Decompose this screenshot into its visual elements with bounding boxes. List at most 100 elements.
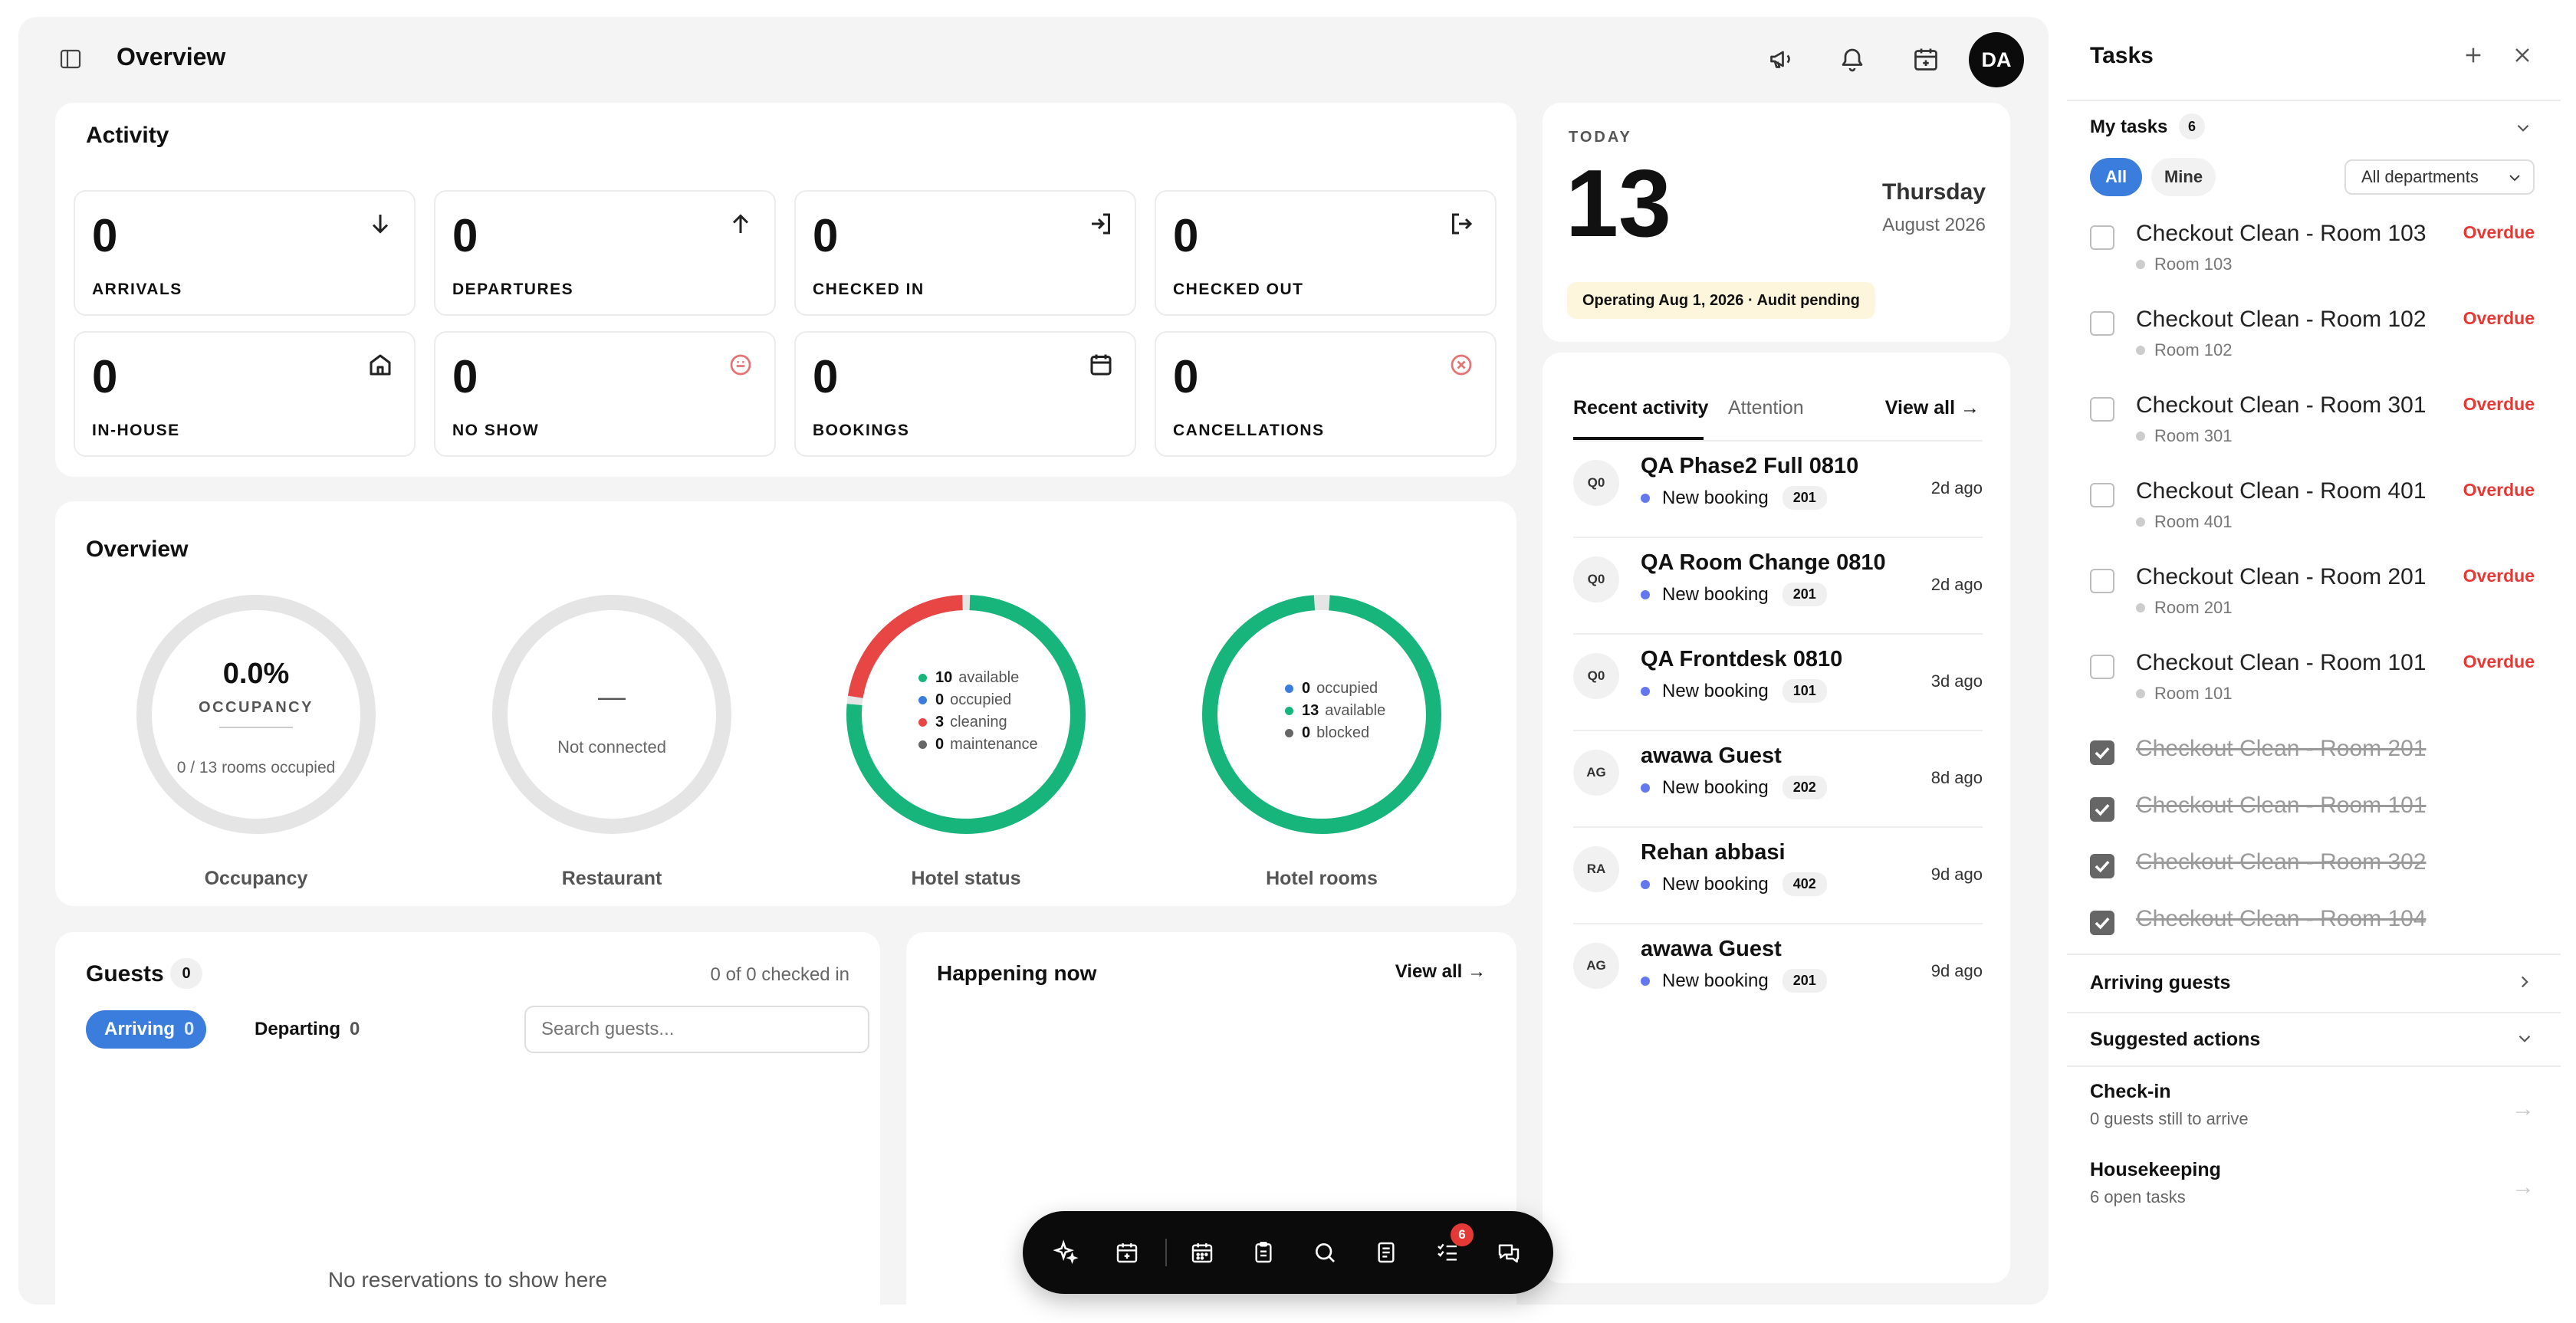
sparkles-icon	[1053, 1239, 1079, 1265]
task-item[interactable]: Checkout Clean - Room 401 Room 401 Overd…	[2090, 474, 2535, 560]
arrow-up-icon	[732, 214, 749, 233]
filter-mine-button[interactable]: Mine	[2151, 158, 2216, 196]
guest-search-input[interactable]	[524, 1006, 869, 1053]
activity-item[interactable]: RA Rehan abbasi New booking 402 9d ago	[1573, 828, 1983, 924]
task-status-overdue: Overdue	[2463, 394, 2535, 414]
activity-avatar: Q0	[1573, 460, 1619, 506]
suggestion-title: Housekeeping	[2090, 1159, 2221, 1180]
stat-checked-out[interactable]: 0 CHECKED OUT	[1155, 190, 1497, 316]
legend-item: 13 available	[1285, 700, 1385, 722]
activity-card: Activity 0 ARRIVALS 0 DEPARTURES 0 CHECK…	[55, 103, 1516, 477]
chevron-right-icon[interactable]	[2515, 972, 2535, 992]
close-icon[interactable]	[2510, 43, 2535, 67]
dock-chat-button[interactable]	[1490, 1234, 1527, 1271]
tab-recent-activity[interactable]: Recent activity	[1573, 397, 1709, 419]
legend-item: 0 occupied	[1285, 678, 1385, 700]
arrow-right-icon: →	[2512, 1096, 2535, 1121]
task-item[interactable]: Checkout Clean - Room 301 Room 301 Overd…	[2090, 388, 2535, 474]
stat-checked-in[interactable]: 0 CHECKED IN	[794, 190, 1136, 316]
task-item[interactable]: Checkout Clean - Room 101 Room 101 Overd…	[2090, 645, 2535, 731]
task-checkbox[interactable]	[2090, 483, 2114, 507]
arrow-down-icon	[372, 215, 389, 234]
activity-item[interactable]: AG awawa Guest New booking 202 8d ago	[1573, 731, 1983, 828]
task-item[interactable]: Checkout Clean - Room 103 Room 103 Overd…	[2090, 216, 2535, 302]
chevron-down-icon[interactable]	[2515, 1029, 2535, 1049]
filter-all-button[interactable]: All	[2090, 158, 2142, 196]
tab-attention[interactable]: Attention	[1728, 397, 1804, 419]
dock-reports-button[interactable]	[1368, 1234, 1405, 1271]
tab-departing-count: 0	[350, 1019, 360, 1039]
task-checkbox[interactable]	[2090, 569, 2114, 593]
tabs-divider	[1573, 440, 1983, 442]
task-item-completed[interactable]: Checkout Clean - Room 101	[2090, 788, 2535, 845]
activity-room-badge: 202	[1782, 776, 1827, 799]
activity-item[interactable]: Q0 QA Frontdesk 0810 New booking 101 3d a…	[1573, 635, 1983, 731]
task-name: Checkout Clean - Room 103	[2136, 221, 2426, 246]
occupancy-caption: Occupancy	[204, 868, 308, 889]
activity-room-badge: 201	[1782, 486, 1827, 510]
stat-no-show[interactable]: 0 NO SHOW	[434, 331, 776, 457]
activity-detail: New booking 201	[1641, 969, 1827, 993]
task-checkbox[interactable]	[2090, 655, 2114, 679]
stat-value: 0	[92, 210, 118, 261]
stat-arrivals[interactable]: 0 ARRIVALS	[74, 190, 416, 316]
dock-calendar-button[interactable]	[1184, 1234, 1221, 1271]
task-item-completed[interactable]: Checkout Clean - Room 302	[2090, 845, 2535, 901]
task-room-dot	[2136, 260, 2145, 269]
dock-clipboard-button[interactable]	[1245, 1234, 1282, 1271]
task-checkbox[interactable]	[2090, 311, 2114, 336]
task-checkbox-checked[interactable]	[2090, 911, 2114, 935]
tab-arriving[interactable]: Arriving 0	[86, 1010, 207, 1049]
task-checkbox-checked[interactable]	[2090, 740, 2114, 765]
legend-label: occupied	[950, 691, 1012, 708]
activity-item[interactable]: Q0 QA Room Change 0810 New booking 201 2d…	[1573, 538, 1983, 635]
stat-in-house[interactable]: 0 IN-HOUSE	[74, 331, 416, 457]
task-item-completed[interactable]: Checkout Clean - Room 104	[2090, 901, 2535, 958]
task-item[interactable]: Checkout Clean - Room 102 Room 102 Overd…	[2090, 302, 2535, 388]
dock-tasks-button[interactable]: 6	[1429, 1223, 1474, 1271]
legend-dot	[1285, 729, 1293, 737]
legend-count: 10	[935, 669, 953, 686]
task-checkbox-checked[interactable]	[2090, 854, 2114, 878]
hotel-rooms-donut	[1202, 595, 1441, 834]
task-room-label: Room 301	[2154, 426, 2233, 445]
hotel-status-donut	[846, 595, 1086, 834]
task-name: Checkout Clean - Room 102	[2136, 307, 2426, 332]
section-divider	[2067, 954, 2561, 955]
notifications-button[interactable]	[1831, 38, 1874, 80]
task-item-completed[interactable]: Checkout Clean - Room 201	[2090, 731, 2535, 788]
recent-view-all-link[interactable]: View all →	[1884, 397, 1980, 419]
guests-card: Guests 0 0 of 0 checked in Arriving 0 De…	[55, 932, 880, 1305]
chevron-down-icon[interactable]	[2513, 118, 2533, 138]
task-checkbox-checked[interactable]	[2090, 797, 2114, 822]
tab-departing[interactable]: Departing 0	[242, 1010, 373, 1049]
task-checkbox[interactable]	[2090, 225, 2114, 250]
activity-item[interactable]: Q0 QA Phase2 Full 0810 New booking 201 2d…	[1573, 442, 1983, 538]
activity-avatar: AG	[1573, 943, 1619, 989]
dock-search-button[interactable]	[1306, 1234, 1343, 1271]
announcements-button[interactable]	[1760, 38, 1803, 80]
dock-ai-button[interactable]	[1047, 1234, 1084, 1271]
stat-label: IN-HOUSE	[92, 422, 180, 439]
activity-dot	[1641, 493, 1650, 503]
calendar-plus-icon	[1116, 1243, 1138, 1263]
sidebar-toggle-button[interactable]	[49, 38, 92, 80]
stat-bookings[interactable]: 0 BOOKINGS	[794, 331, 1136, 457]
task-item[interactable]: Checkout Clean - Room 201 Room 201 Overd…	[2090, 560, 2535, 645]
avatar[interactable]: DA	[1969, 32, 2024, 87]
arriving-guests-section[interactable]: Arriving guests	[2090, 972, 2231, 993]
stat-cancellations[interactable]: 0 CANCELLATIONS	[1155, 331, 1497, 457]
suggestion-check-in[interactable]: Check-in 0 guests still to arrive →	[2090, 1081, 2535, 1129]
task-checkbox[interactable]	[2090, 397, 2114, 422]
add-task-icon[interactable]	[2461, 43, 2486, 67]
happening-view-all-link[interactable]: View all →	[1395, 961, 1486, 982]
dock-new-booking-button[interactable]	[1109, 1234, 1145, 1271]
suggestion-housekeeping[interactable]: Housekeeping 6 open tasks →	[2090, 1159, 2535, 1207]
legend-count: 0	[1302, 680, 1311, 697]
activity-item[interactable]: AG awawa Guest New booking 201 9d ago	[1573, 924, 1983, 1021]
today-weekday: Thursday	[1881, 179, 1986, 205]
calendar-add-button[interactable]	[1904, 38, 1947, 80]
suggested-actions-title[interactable]: Suggested actions	[2090, 1029, 2261, 1050]
department-select[interactable]: All departments	[2344, 159, 2535, 195]
stat-departures[interactable]: 0 DEPARTURES	[434, 190, 776, 316]
